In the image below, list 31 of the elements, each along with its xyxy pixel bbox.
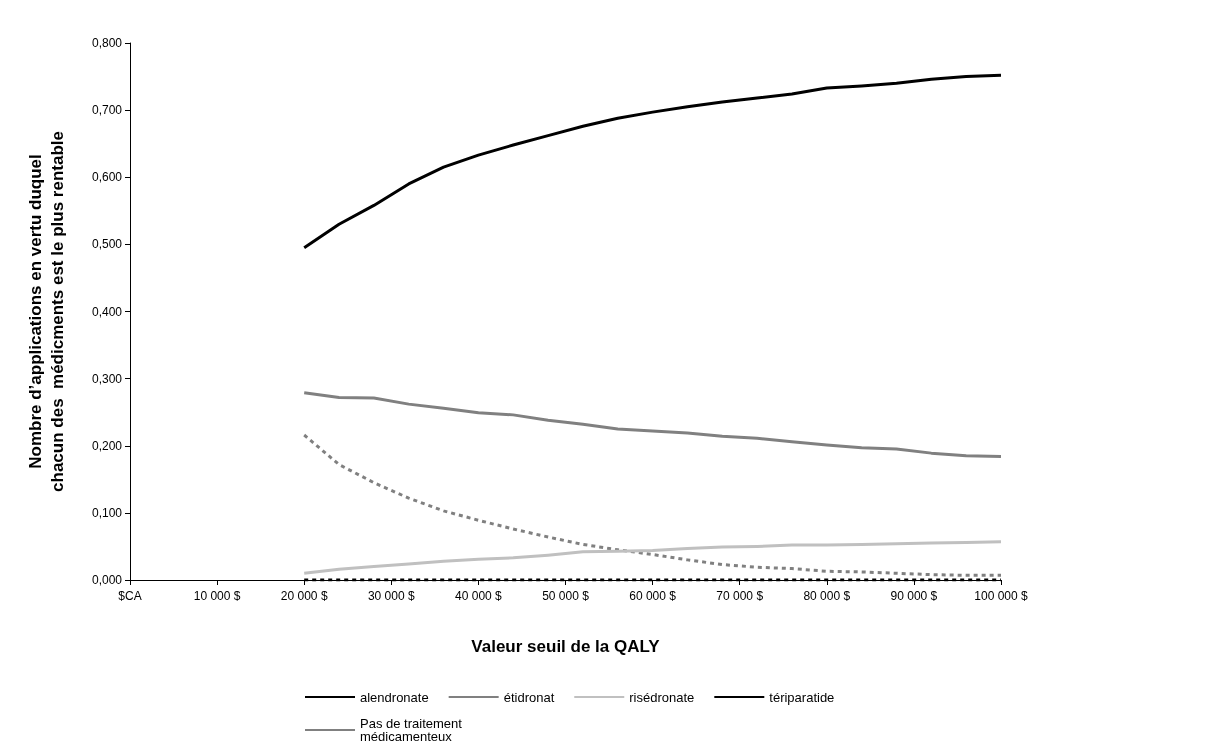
y-tick-label: 0,400: [91, 304, 123, 319]
x-tick-label: 60 000 $: [629, 589, 677, 603]
y-tick-label: 0,500: [91, 237, 123, 252]
y-tick-label: 0,600: [91, 170, 123, 185]
x-tick-label: 80 000 $: [803, 589, 851, 603]
y-tick-label: 0,300: [91, 371, 123, 386]
x-tick-label: 100 000 $: [974, 589, 1029, 603]
legend-label: tériparatide: [769, 689, 835, 705]
line-series: [302, 540, 1003, 575]
x-tick-label: 30 000 $: [367, 589, 415, 603]
line-series: [302, 391, 1003, 458]
x-axis-title: Valeur seuil de la QALY: [471, 637, 661, 656]
line-series: [302, 73, 1003, 250]
y-tick-label: 0,700: [91, 103, 123, 118]
x-tick-label: 10 000 $: [193, 589, 241, 603]
x-tick-label: 70 000 $: [716, 589, 764, 603]
legend-label: alendronate: [360, 689, 429, 705]
x-tick-label: $CA: [118, 589, 142, 603]
y-tick-label: 0,800: [91, 36, 123, 50]
legend-label: Pas de traitement médicamenteux: [360, 716, 466, 744]
y-axis-title: Nombre d’applications en vertu duquel chacun des médicments est le plus rentable: [25, 131, 67, 492]
y-tick-label: 0,100: [91, 505, 123, 520]
x-tick-label: 50 000 $: [542, 589, 590, 603]
x-tick-label: 40 000 $: [455, 589, 503, 603]
x-tick-label: 90 000 $: [890, 589, 938, 603]
y-tick-label: 0,000: [91, 573, 123, 587]
x-tick-label: 20 000 $: [280, 589, 328, 603]
legend-label: étidronat: [503, 689, 555, 705]
legend-label: risédronate: [629, 689, 695, 705]
y-tick-label: 0,200: [91, 438, 123, 453]
line-series: [302, 433, 1003, 577]
